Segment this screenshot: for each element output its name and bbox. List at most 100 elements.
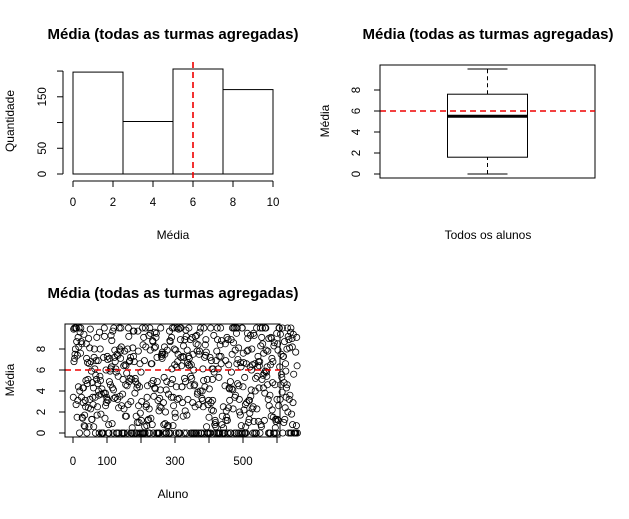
histogram-y-label: Quantidade bbox=[3, 90, 17, 152]
scatter-point bbox=[250, 417, 258, 425]
scatter-point bbox=[258, 333, 266, 341]
scatter-point bbox=[196, 387, 204, 395]
scatter-point bbox=[145, 331, 153, 339]
scatter-point bbox=[104, 396, 112, 404]
scatter-point bbox=[122, 412, 130, 420]
scatter-point bbox=[73, 413, 81, 421]
scatter-point bbox=[191, 332, 199, 340]
scatter-point bbox=[271, 429, 279, 437]
scatter-point bbox=[289, 421, 297, 429]
scatter-point bbox=[213, 324, 221, 332]
scatter-point bbox=[81, 423, 89, 431]
scatter-point bbox=[157, 324, 165, 332]
scatter-point bbox=[72, 401, 80, 409]
scatter-point bbox=[207, 399, 215, 407]
scatter-point bbox=[136, 409, 144, 417]
scatter-point bbox=[71, 345, 79, 353]
scatter-point bbox=[207, 324, 215, 332]
scatter-point bbox=[201, 383, 209, 391]
scatter-point bbox=[88, 415, 96, 423]
scatter-point bbox=[152, 333, 160, 341]
scatter-point bbox=[202, 336, 210, 344]
scatter-x-label: Aluno bbox=[158, 487, 189, 501]
histogram-title: Média (todas as turmas agregadas) bbox=[48, 26, 299, 43]
scatter-point bbox=[105, 378, 113, 386]
scatter-point bbox=[235, 382, 243, 390]
scatter-point bbox=[209, 396, 217, 404]
scatter-point bbox=[103, 395, 111, 403]
scatter-y-tick-label: 0 bbox=[36, 430, 48, 436]
scatter-point bbox=[231, 346, 239, 354]
scatter-point bbox=[172, 346, 180, 354]
scatter-point bbox=[195, 350, 203, 358]
scatter-title: Média (todas as turmas agregadas) bbox=[48, 285, 299, 302]
scatter-point bbox=[100, 324, 108, 332]
scatter-point bbox=[266, 391, 274, 399]
scatter-point bbox=[141, 429, 149, 437]
histogram-bar bbox=[222, 89, 274, 175]
scatter-point bbox=[254, 352, 262, 360]
scatter-point bbox=[279, 429, 287, 437]
scatter-point bbox=[278, 324, 286, 332]
scatter-point bbox=[134, 327, 142, 335]
scatter-point bbox=[237, 422, 245, 430]
scatter-point bbox=[235, 395, 243, 403]
scatter-point bbox=[282, 367, 290, 375]
scatter-y-label: Média bbox=[3, 363, 17, 396]
boxplot-y-tick-label: 6 bbox=[351, 108, 363, 114]
scatter-point bbox=[199, 403, 207, 411]
scatter-point bbox=[122, 362, 130, 370]
boxplot-y-tick-label: 0 bbox=[351, 171, 363, 177]
scatter-point bbox=[106, 354, 114, 362]
scatter-point bbox=[185, 324, 193, 332]
scatter-point bbox=[78, 340, 86, 348]
scatter-point bbox=[120, 405, 128, 413]
scatter-point bbox=[199, 365, 207, 373]
scatter-point bbox=[167, 429, 175, 437]
scatter-point bbox=[74, 383, 82, 391]
scatter-point bbox=[268, 406, 276, 414]
scatter-point bbox=[111, 358, 119, 366]
scatter-point bbox=[229, 339, 237, 347]
scatter-point bbox=[134, 347, 142, 355]
scatter-point bbox=[115, 429, 123, 437]
scatter-point bbox=[115, 324, 123, 332]
scatter-point bbox=[201, 341, 209, 349]
scatter-point bbox=[84, 359, 92, 367]
histogram-bar bbox=[72, 71, 124, 175]
scatter-point bbox=[112, 368, 120, 376]
scatter-point bbox=[191, 381, 199, 389]
scatter-point bbox=[226, 378, 234, 386]
scatter-point bbox=[202, 348, 210, 356]
scatter-point bbox=[205, 413, 213, 421]
scatter-point bbox=[250, 331, 258, 339]
histogram-x-tick-label: 4 bbox=[150, 197, 157, 209]
scatter-point bbox=[85, 360, 93, 368]
scatter-point bbox=[146, 324, 154, 332]
scatter-point bbox=[141, 324, 149, 332]
scatter-point bbox=[85, 334, 93, 342]
scatter-point bbox=[90, 423, 98, 431]
scatter-point bbox=[171, 413, 179, 421]
scatter-point bbox=[145, 429, 153, 437]
scatter-point bbox=[84, 375, 92, 383]
scatter-point bbox=[280, 418, 288, 426]
scatter-point bbox=[240, 406, 248, 414]
scatter-point bbox=[80, 330, 88, 338]
scatter-point bbox=[269, 379, 277, 387]
scatter-point bbox=[223, 413, 231, 421]
scatter-point bbox=[215, 373, 223, 381]
scatter-point bbox=[127, 397, 135, 405]
scatter-point bbox=[125, 332, 133, 340]
scatter-point bbox=[111, 346, 119, 354]
scatter-point bbox=[216, 341, 224, 349]
scatter-point bbox=[72, 324, 80, 332]
scatter-point bbox=[210, 331, 218, 339]
scatter-point bbox=[220, 424, 228, 432]
scatter-point bbox=[136, 383, 144, 391]
scatter-point bbox=[206, 353, 214, 361]
scatter-point bbox=[75, 324, 83, 332]
scatter-point bbox=[168, 333, 176, 341]
scatter-point bbox=[235, 344, 243, 352]
